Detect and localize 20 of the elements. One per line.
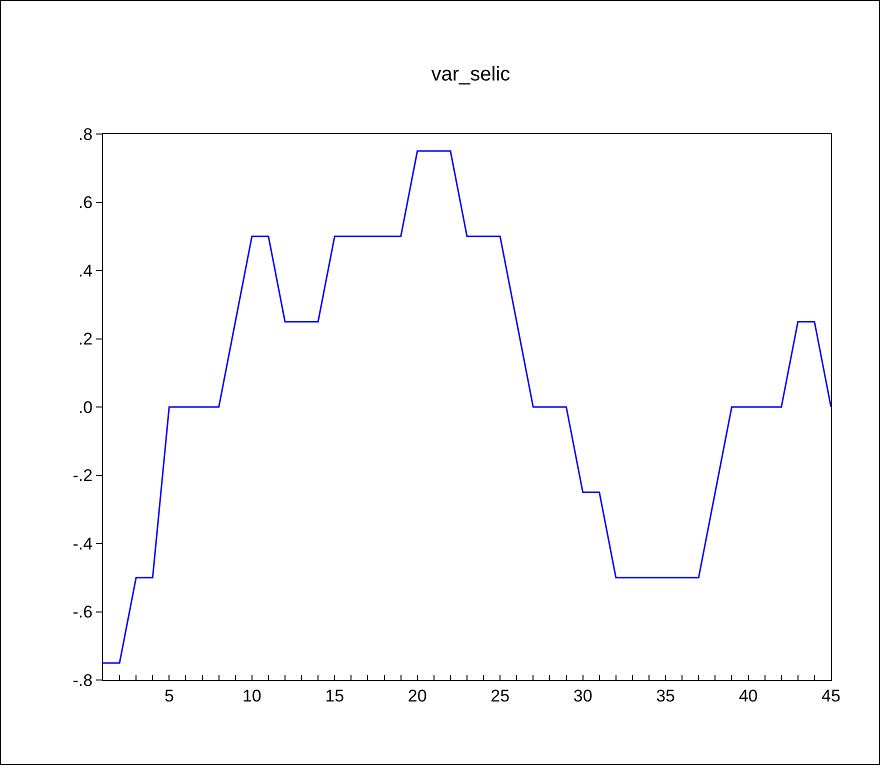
y-tick-label: .6: [78, 193, 93, 212]
x-tick-label: 25: [490, 686, 510, 706]
chart-title: var_selic: [431, 63, 510, 86]
y-tick-label: -.4: [72, 534, 93, 554]
y-tick-label: -.6: [72, 602, 93, 622]
x-tick-label: 30: [573, 686, 592, 706]
x-tick-label: 35: [656, 686, 676, 706]
line-series: [103, 150, 831, 664]
x-tick-label: 15: [325, 686, 344, 706]
y-tick-label: .8: [78, 124, 93, 144]
x-tick-label: 20: [408, 686, 427, 706]
y-tick-label: .4: [78, 261, 93, 280]
x-tick-label: 45: [822, 686, 840, 706]
y-tick-label: .0: [78, 398, 93, 417]
x-tick-label: 5: [164, 686, 174, 706]
y-tick-label: -.8: [72, 670, 93, 690]
y-tick-label: .2: [78, 330, 93, 349]
x-tick-label: 10: [242, 686, 262, 706]
x-tick-label: 40: [738, 686, 758, 706]
y-tick-label: -.2: [72, 466, 93, 486]
